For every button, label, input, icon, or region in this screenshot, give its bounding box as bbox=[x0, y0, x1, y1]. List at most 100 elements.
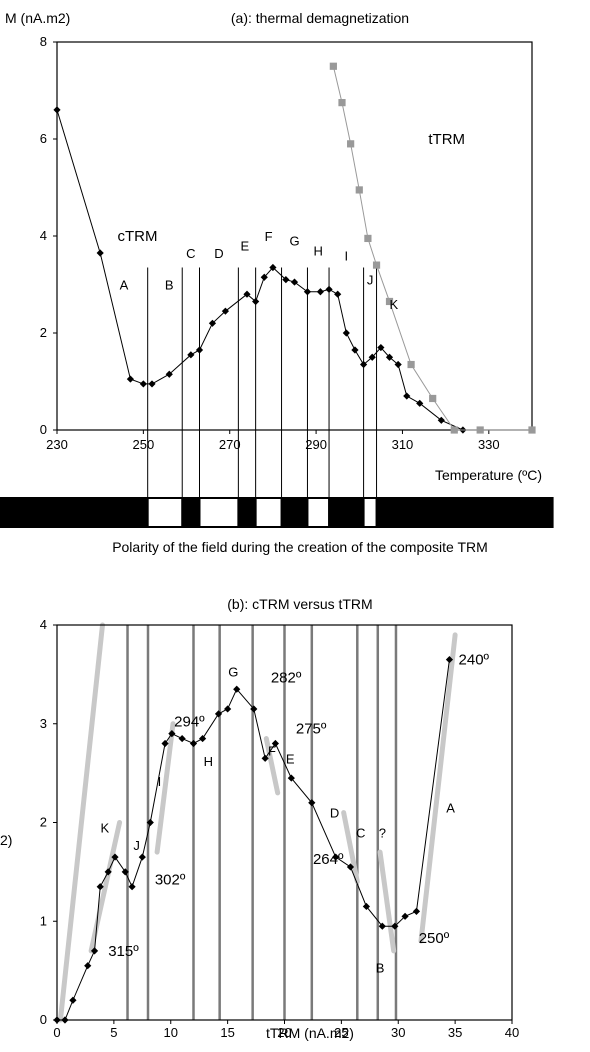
series-line-cTRM bbox=[56, 109, 464, 431]
data-point-cTRM bbox=[221, 307, 230, 315]
data-point-cTRM bbox=[351, 346, 359, 354]
data-point bbox=[178, 734, 186, 743]
data-point bbox=[401, 912, 409, 920]
series-line-tTRM bbox=[332, 66, 532, 431]
data-point bbox=[53, 1016, 61, 1024]
trend-segment-4 bbox=[341, 810, 360, 885]
data-point bbox=[61, 1016, 69, 1024]
x-tick-label: 310 bbox=[392, 437, 414, 452]
data-point-cTRM bbox=[316, 288, 325, 296]
data-point bbox=[189, 739, 198, 748]
segment-label-J: J bbox=[133, 838, 140, 853]
polarity-caption: Polarity of the field during the creatio… bbox=[112, 539, 488, 555]
data-point bbox=[250, 705, 258, 713]
segment-label-F: F bbox=[268, 743, 276, 758]
segment-label-C: C bbox=[186, 246, 195, 261]
data-point-cTRM bbox=[385, 353, 394, 361]
temperature-label: 275º bbox=[296, 721, 327, 738]
segment-label-K: K bbox=[100, 820, 109, 835]
data-point-tTRM bbox=[338, 99, 346, 107]
series-annotation: tTRM bbox=[428, 131, 465, 148]
panel-a-thermal-demagnetization: (a): thermal demagnetization M (nA.m2) T… bbox=[0, 10, 554, 555]
data-point-cTRM bbox=[208, 319, 217, 327]
x-tick-label: 40 bbox=[505, 1025, 519, 1040]
temperature-label: 264º bbox=[313, 851, 344, 868]
trend-segment-1 bbox=[88, 820, 123, 954]
data-point-tTRM bbox=[528, 426, 536, 434]
x-tick-label: 250 bbox=[133, 437, 155, 452]
data-point-cTRM bbox=[53, 106, 61, 114]
trend-segment-3 bbox=[263, 736, 281, 796]
x-tick-label: 25 bbox=[334, 1025, 348, 1040]
data-point bbox=[161, 739, 169, 748]
trend-segment-2 bbox=[154, 721, 176, 855]
segment-label-C: C bbox=[356, 825, 365, 840]
data-point bbox=[146, 818, 154, 827]
data-point-cTRM bbox=[437, 416, 445, 424]
y-tick-label: 0 bbox=[40, 1012, 47, 1027]
panel-b-title: (b): cTRM versus tTRM bbox=[227, 596, 372, 612]
segment-label-E: E bbox=[241, 239, 250, 254]
data-point bbox=[121, 868, 129, 876]
data-point bbox=[128, 883, 136, 891]
y-tick-label: 4 bbox=[40, 228, 47, 243]
data-point-tTRM bbox=[385, 297, 394, 306]
data-point-tTRM bbox=[347, 140, 355, 148]
data-point bbox=[261, 754, 269, 762]
data-point-cTRM bbox=[359, 360, 368, 369]
panel-a-x-axis-label: Temperature (ºC) bbox=[435, 467, 542, 483]
data-point-cTRM bbox=[334, 290, 342, 298]
x-tick-label: 30 bbox=[391, 1025, 405, 1040]
data-point-cTRM bbox=[243, 290, 251, 298]
trend-segment-5 bbox=[377, 849, 397, 954]
data-point-cTRM bbox=[342, 329, 350, 337]
data-point-tTRM bbox=[355, 186, 363, 194]
polarity-normal-interval-1 bbox=[200, 499, 238, 526]
segment-label-A: A bbox=[446, 801, 455, 816]
x-tick-label: 10 bbox=[164, 1025, 178, 1040]
data-point bbox=[378, 922, 386, 930]
data-point-tTRM bbox=[407, 360, 415, 369]
data-point-cTRM bbox=[195, 346, 204, 354]
data-point-cTRM bbox=[416, 399, 424, 407]
panel-a-title: (a): thermal demagnetization bbox=[231, 10, 409, 26]
polarity-normal-interval-4 bbox=[364, 499, 376, 526]
x-tick-label: 5 bbox=[110, 1025, 117, 1040]
data-point-cTRM bbox=[325, 285, 333, 293]
polarity-normal-interval-2 bbox=[256, 499, 281, 526]
x-tick-label: 330 bbox=[478, 437, 500, 452]
temperature-label: 315º bbox=[108, 943, 139, 960]
temperature-label: 294º bbox=[174, 714, 205, 731]
data-point bbox=[96, 883, 104, 891]
data-point-tTRM bbox=[476, 426, 484, 434]
data-point-cTRM bbox=[303, 288, 312, 296]
trend-segment-6 bbox=[418, 632, 458, 944]
segment-label-I: I bbox=[158, 774, 162, 789]
segment-label-E: E bbox=[286, 751, 295, 766]
data-point bbox=[287, 774, 295, 782]
y-tick-label: 6 bbox=[40, 131, 47, 146]
x-tick-label: 35 bbox=[448, 1025, 462, 1040]
data-point bbox=[233, 685, 241, 693]
data-point-tTRM bbox=[429, 394, 437, 403]
data-point bbox=[412, 907, 421, 915]
segment-label-A: A bbox=[120, 277, 129, 292]
data-point bbox=[362, 902, 370, 911]
temperature-label: 240º bbox=[459, 652, 490, 669]
data-point bbox=[138, 853, 146, 861]
data-point bbox=[111, 853, 119, 861]
data-point-cTRM bbox=[394, 360, 402, 369]
temperature-label: 250º bbox=[419, 930, 450, 947]
data-point-cTRM bbox=[269, 263, 277, 272]
polarity-normal-interval-3 bbox=[308, 499, 329, 526]
panel-b-ctrm-versus-ttrm: (b): cTRM versus tTRM 2) tTRM (nA.m2) 0 5… bbox=[0, 596, 519, 1041]
data-point-cTRM bbox=[252, 297, 260, 306]
data-point bbox=[332, 853, 340, 861]
y-tick-label: 0 bbox=[40, 422, 47, 437]
y-tick-label: 4 bbox=[40, 617, 47, 632]
data-point-cTRM bbox=[260, 273, 268, 281]
data-point bbox=[224, 705, 232, 713]
segment-label-?: ? bbox=[379, 825, 386, 840]
data-point-cTRM bbox=[377, 343, 385, 352]
